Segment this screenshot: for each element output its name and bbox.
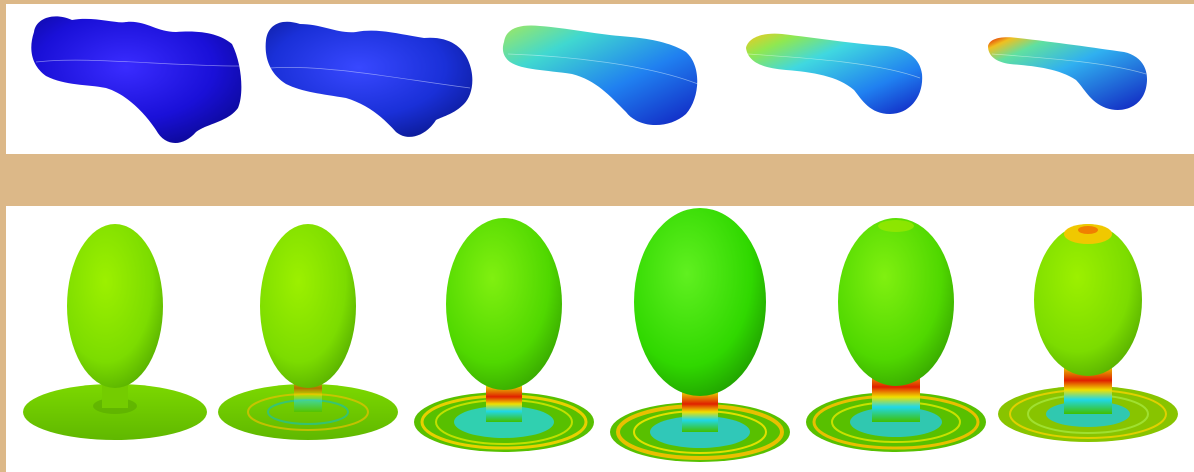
top-frame-5-contour — [991, 53, 1147, 75]
top-row-render — [31, 16, 1148, 143]
bottom-frame-6 — [998, 224, 1178, 442]
bottom-frame-5-droplet — [838, 218, 954, 386]
top-row-panel — [6, 4, 1194, 154]
bottom-frame-5 — [806, 218, 986, 452]
top-frame-5-tube — [988, 37, 1148, 110]
bottom-frame-4 — [610, 208, 790, 462]
bottom-frame-1 — [23, 224, 207, 440]
top-frame-2-blob — [265, 21, 473, 137]
bottom-row-panel — [6, 206, 1194, 472]
bottom-frame-4-neck — [682, 392, 718, 432]
top-frame-2-contour — [269, 67, 471, 89]
bottom-frame-2-droplet — [260, 224, 356, 388]
top-frame-1-blob — [31, 16, 242, 143]
bottom-frame-1-droplet — [67, 224, 163, 388]
top-frame-3-contour — [507, 53, 699, 85]
bottom-frame-2 — [218, 224, 398, 440]
bottom-frame-3-neck — [486, 386, 522, 422]
top-frame-1-contour — [35, 59, 241, 67]
top-frame-4-contour — [747, 53, 921, 79]
top-frame-4-tube — [746, 33, 923, 114]
bottom-frame-3-droplet — [446, 218, 562, 390]
top-frame-3-tube — [502, 25, 698, 126]
bottom-row-render — [23, 208, 1178, 462]
bottom-frame-4-droplet — [634, 208, 766, 396]
bottom-frame-6-droplet — [1034, 224, 1142, 376]
bottom-frame-3 — [414, 218, 594, 452]
